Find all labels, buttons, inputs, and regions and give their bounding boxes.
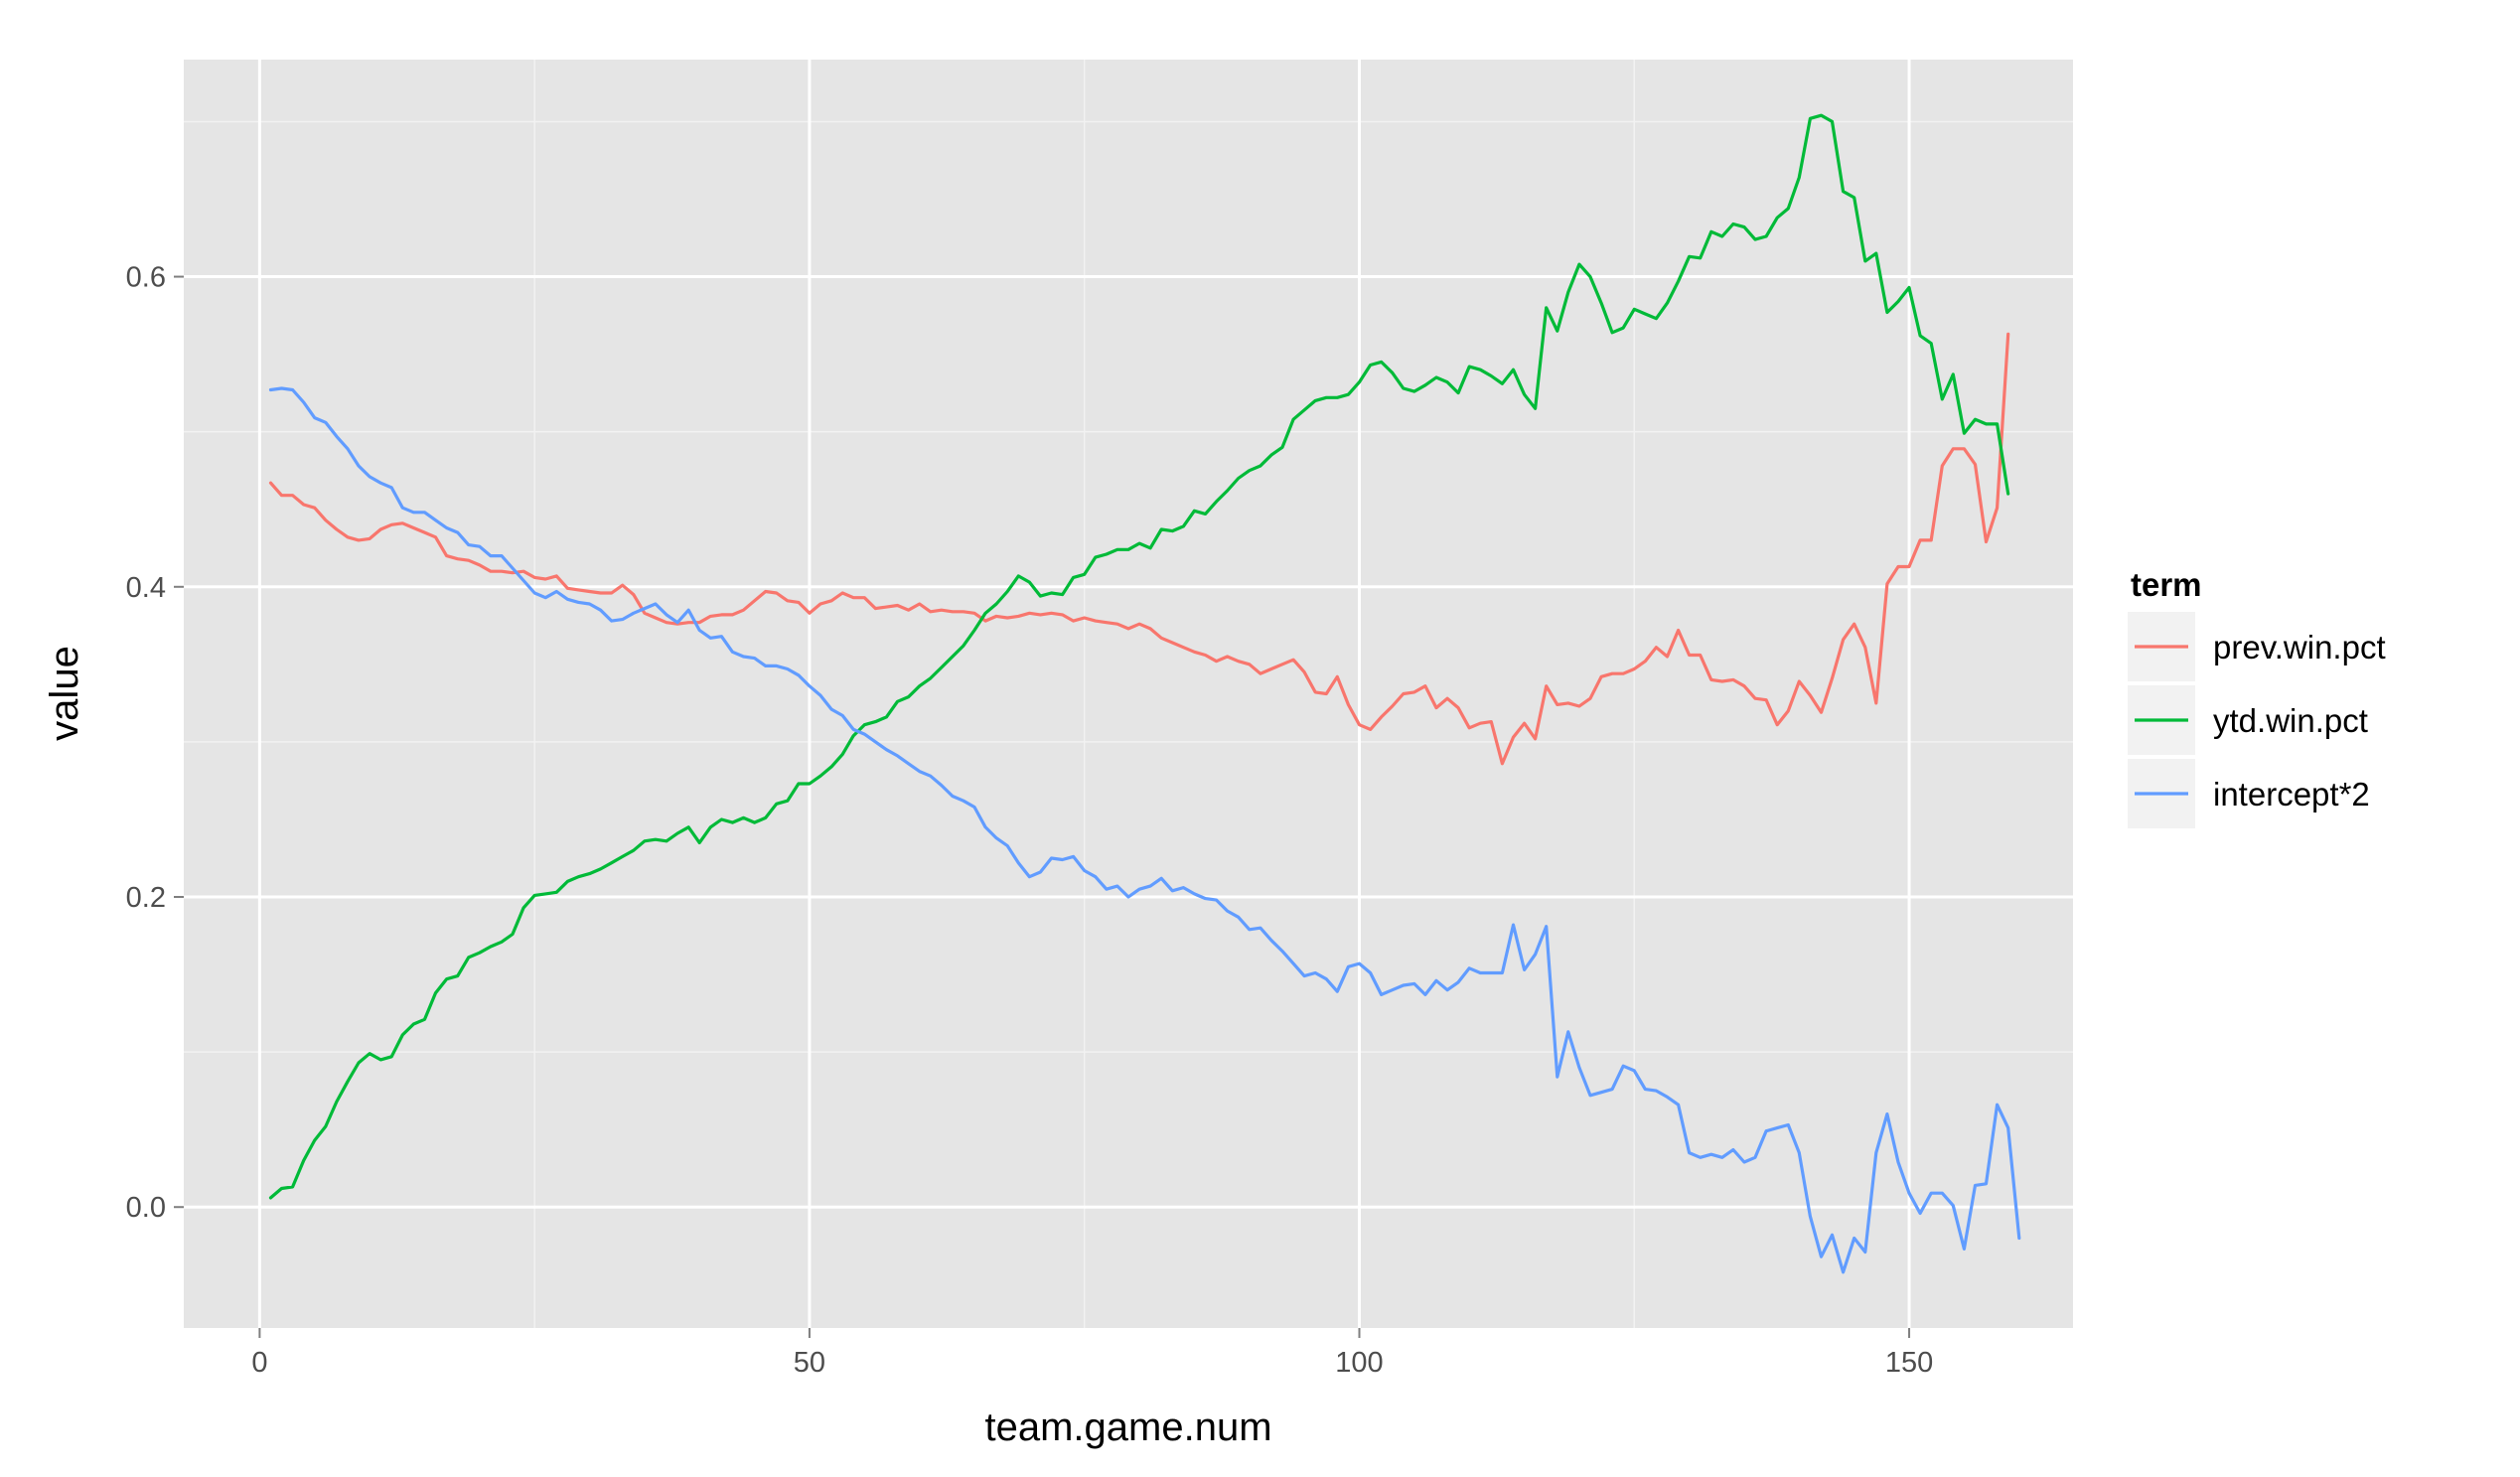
y-tick-label: 0.6 xyxy=(126,262,166,294)
legend-label: ytd.win.pct xyxy=(2213,702,2368,739)
x-axis: 0 50 100 150 xyxy=(251,1328,1933,1379)
x-tick-label: 0 xyxy=(251,1347,267,1379)
legend-title: term xyxy=(2131,566,2202,603)
x-tick-label: 100 xyxy=(1335,1347,1383,1379)
y-tick-label: 0.2 xyxy=(126,882,166,914)
legend: term prev.win.pct ytd.win.pct intercept*2 xyxy=(2128,566,2386,828)
series-lines xyxy=(268,113,2021,1274)
x-axis-title: team.game.num xyxy=(984,1405,1271,1449)
y-axis: 0.0 0.2 0.4 0.6 xyxy=(126,262,184,1224)
series-line-prev-win-pct xyxy=(268,332,2010,766)
y-tick-label: 0.0 xyxy=(126,1192,166,1224)
series-line-intercept-2 xyxy=(268,386,2021,1274)
y-tick-label: 0.4 xyxy=(126,572,166,604)
legend-label: prev.win.pct xyxy=(2213,629,2386,665)
x-tick-label: 50 xyxy=(794,1347,825,1379)
series-line-ytd-win-pct xyxy=(268,113,2010,1200)
minor-gridlines xyxy=(184,60,2073,1328)
plot-panel xyxy=(184,60,2073,1328)
x-tick-label: 150 xyxy=(1885,1347,1933,1379)
y-axis-title: value xyxy=(43,646,86,741)
legend-label: intercept*2 xyxy=(2213,776,2370,812)
